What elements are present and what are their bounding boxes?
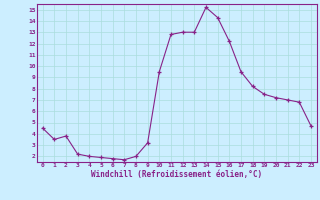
X-axis label: Windchill (Refroidissement éolien,°C): Windchill (Refroidissement éolien,°C) bbox=[91, 170, 262, 179]
